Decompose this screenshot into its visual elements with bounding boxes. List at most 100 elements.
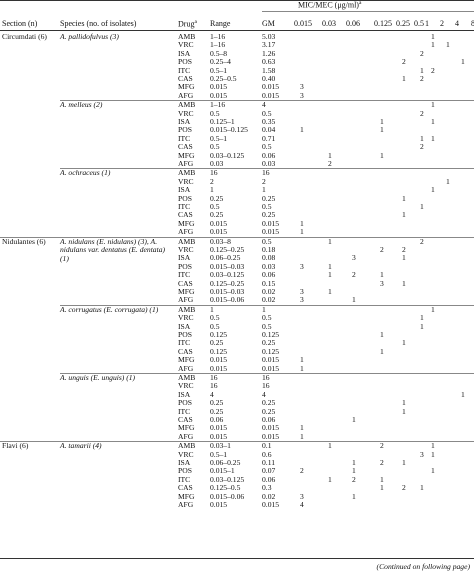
count-cell: 3 <box>300 287 304 296</box>
group-rule <box>262 11 474 12</box>
gm-cell: 0.125 <box>262 346 280 356</box>
drug-cell: CAS <box>178 346 193 356</box>
species-divider <box>60 373 474 374</box>
drug-cell: VRC <box>178 313 194 323</box>
count-cell: 1 <box>380 346 384 356</box>
section-divider <box>0 441 474 443</box>
gm-cell: 16 <box>262 168 270 178</box>
section-label: Nidulantes (6) <box>2 236 46 246</box>
drug-cell: MFG <box>178 491 195 501</box>
range-cell: 16 <box>210 373 218 382</box>
gm-cell: 1.58 <box>262 65 276 75</box>
count-cell: 2 <box>402 57 406 67</box>
drug-cell: CAS <box>178 278 193 288</box>
range-cell: 0.015–0.03 <box>210 261 245 271</box>
range-cell: 0.25 <box>210 398 224 408</box>
count-cell: 2 <box>420 74 424 83</box>
count-cell: 4 <box>300 500 304 509</box>
count-cell: 1 <box>380 270 384 280</box>
range-cell: 1–16 <box>210 40 226 50</box>
range-cell: 0.5–8 <box>210 48 228 58</box>
conc-header: 0.015 <box>294 19 312 28</box>
count-cell: 1 <box>446 40 450 50</box>
species-label: A. unguis (E. unguis) (1) <box>60 373 136 382</box>
drug-cell: MFG <box>178 423 195 433</box>
range-cell: 0.015 <box>210 423 228 433</box>
range-cell: 0.5–1 <box>210 65 228 75</box>
range-cell: 0.015 <box>210 431 228 441</box>
count-cell: 1 <box>431 449 435 459</box>
count-cell: 1 <box>352 295 356 305</box>
drug-cell: CAS <box>178 483 193 493</box>
drug-cell: AMB <box>178 441 196 451</box>
drug-cell: POS <box>178 466 192 476</box>
conc-header: 0.25 <box>396 19 410 28</box>
table-header: MIC/MEC (μg/ml)a Section (n) Species (no… <box>0 0 474 34</box>
gm-cell: 0.015 <box>262 423 280 433</box>
drug-cell: ITC <box>178 270 191 280</box>
species-label: A. melleus (2) <box>60 100 103 110</box>
gm-cell: 0.5 <box>262 142 272 152</box>
drug-cell: ITC <box>178 338 191 348</box>
range-cell: 2 <box>210 176 214 186</box>
gm-cell: 0.6 <box>262 449 272 459</box>
gm-header: GM <box>262 19 275 28</box>
drug-cell: VRC <box>178 108 194 118</box>
gm-cell: 0.015 <box>262 363 280 373</box>
range-cell: 0.125–0.5 <box>210 483 241 493</box>
conc-header: 4 <box>455 19 459 28</box>
range-cell: 0.03–8 <box>210 236 231 246</box>
gm-cell: 2 <box>262 176 266 186</box>
count-cell: 2 <box>352 474 356 484</box>
range-cell: 16 <box>210 168 218 178</box>
count-cell: 1 <box>431 466 435 476</box>
drug-cell: POS <box>178 193 192 203</box>
count-cell: 2 <box>380 441 384 451</box>
gm-cell: 0.03 <box>262 159 276 168</box>
count-cell: 1 <box>402 398 406 408</box>
count-cell: 1 <box>431 32 435 41</box>
gm-cell: 0.25 <box>262 210 276 220</box>
count-cell: 2 <box>420 236 424 246</box>
gm-cell: 0.08 <box>262 253 276 263</box>
count-cell: 1 <box>420 202 424 211</box>
drug-cell: AFG <box>178 295 194 305</box>
conc-header: 2 <box>440 19 444 28</box>
range-cell: 0.03–0.125 <box>210 270 245 280</box>
count-cell: 1 <box>431 304 435 314</box>
drug-cell: VRC <box>178 176 194 186</box>
gm-cell: 0.71 <box>262 133 276 143</box>
gm-cell: 0.015 <box>262 82 280 92</box>
gm-cell: 0.35 <box>262 117 276 126</box>
gm-cell: 4 <box>262 389 266 399</box>
gm-cell: 0.25 <box>262 406 276 416</box>
gm-cell: 0.15 <box>262 278 276 288</box>
range-cell: 0.25 <box>210 193 224 203</box>
count-cell: 3 <box>300 295 304 305</box>
drug-cell: POS <box>178 125 192 135</box>
count-cell: 1 <box>431 40 435 50</box>
drug-cell: POS <box>178 330 192 339</box>
drug-cell: AFG <box>178 363 194 373</box>
drug-cell: MFG <box>178 82 195 92</box>
section-header: Section (n) <box>2 19 38 28</box>
count-cell: 1 <box>420 313 424 323</box>
section-label: Circumdati (6) <box>2 32 47 41</box>
count-cell: 1 <box>402 253 406 263</box>
range-cell: 0.25 <box>210 210 224 220</box>
drug-cell: MFG <box>178 287 195 296</box>
range-cell: 0.015 <box>210 363 228 373</box>
range-cell: 0.5–1 <box>210 449 228 459</box>
range-cell: 0.015–0.06 <box>210 491 245 501</box>
count-cell: 3 <box>300 82 304 92</box>
conc-header: 0.03 <box>322 19 336 28</box>
range-cell: 4 <box>210 389 214 399</box>
drug-cell: AFG <box>178 500 194 509</box>
bottom-rule <box>0 558 474 559</box>
drug-cell: AMB <box>178 100 196 110</box>
gm-cell: 0.015 <box>262 355 280 365</box>
count-cell: 3 <box>420 449 424 459</box>
gm-cell: 0.06 <box>262 415 276 424</box>
count-cell: 2 <box>402 483 406 493</box>
range-cell: 0.03–0.125 <box>210 474 245 484</box>
